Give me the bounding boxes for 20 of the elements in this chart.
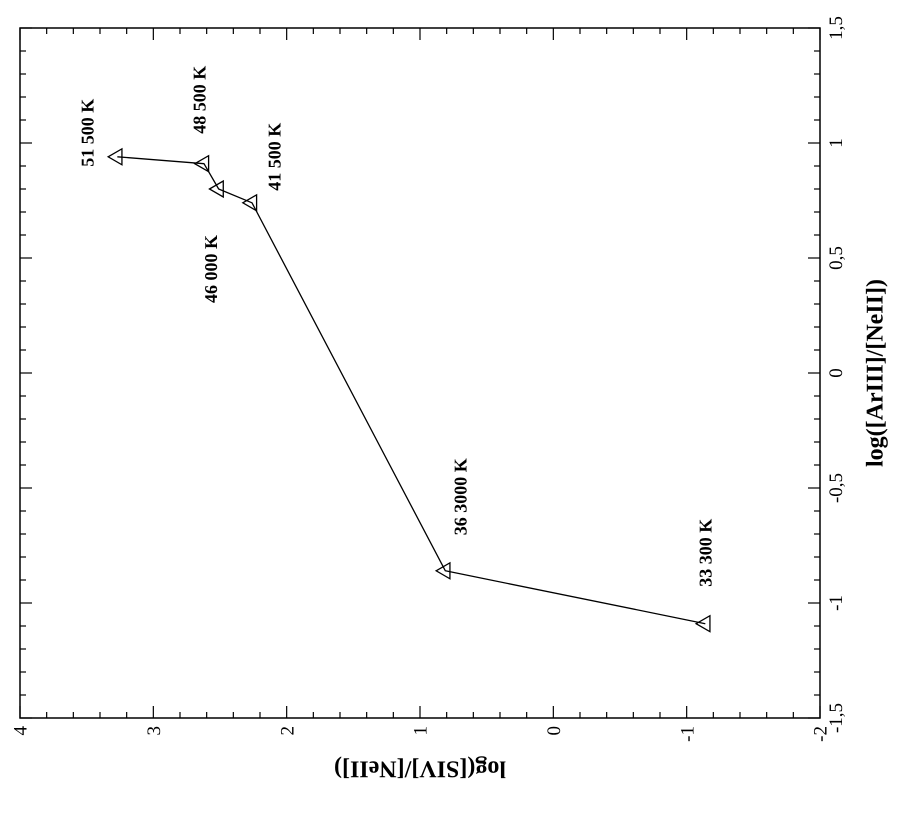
x-tick-label: 3: [144, 726, 165, 736]
x-tick-label: -1: [677, 726, 698, 742]
y-tick-label: 0: [826, 368, 847, 378]
y-tick-label: -1: [826, 595, 847, 611]
annotation: 48 500 K: [189, 66, 210, 134]
x-tick-label: 2: [277, 726, 298, 736]
annotation: 51 500 K: [78, 98, 98, 167]
annotation: 33 300 K: [696, 518, 716, 587]
x-tick-label: 1: [410, 726, 432, 736]
x-axis-title: log([SIV]/[NeII]): [334, 756, 506, 782]
annotation: 36 3000 K: [450, 458, 471, 536]
y-tick-label: 0,5: [826, 246, 847, 270]
y-tick-label: 1: [826, 138, 847, 148]
y-tick-label: -0,5: [826, 472, 847, 504]
x-tick-label: 0: [544, 726, 565, 736]
annotation: 46 000 K: [200, 234, 221, 304]
annotation: 41 500 K: [264, 122, 284, 191]
x-tick-label: 4: [10, 726, 32, 736]
y-axis-title: log([ArIII]/[NeII]): [862, 279, 888, 467]
y-tick-label: 1,5: [826, 16, 847, 40]
